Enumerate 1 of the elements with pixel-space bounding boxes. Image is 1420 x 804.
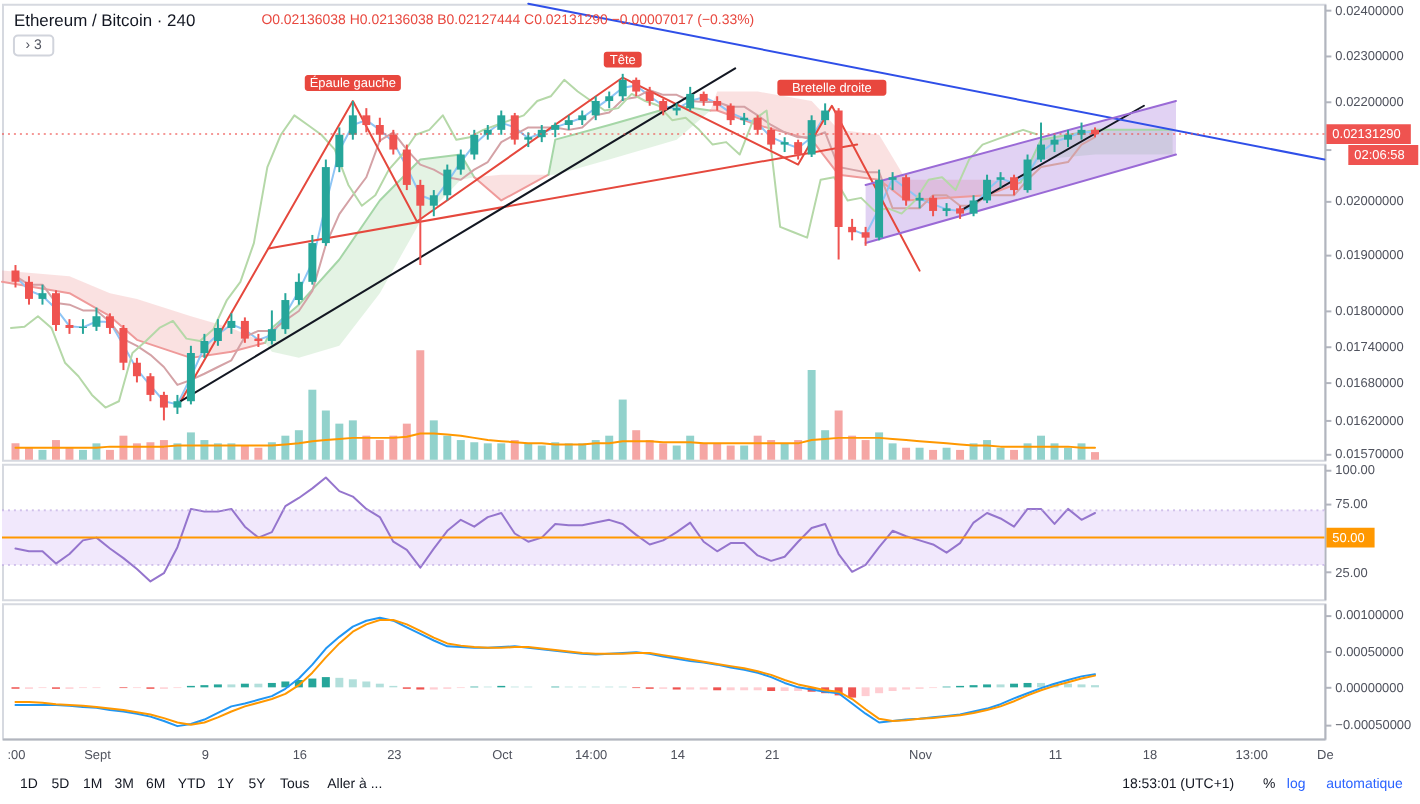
chart-title: Ethereum / Bitcoin · 240 — [13, 9, 196, 30]
